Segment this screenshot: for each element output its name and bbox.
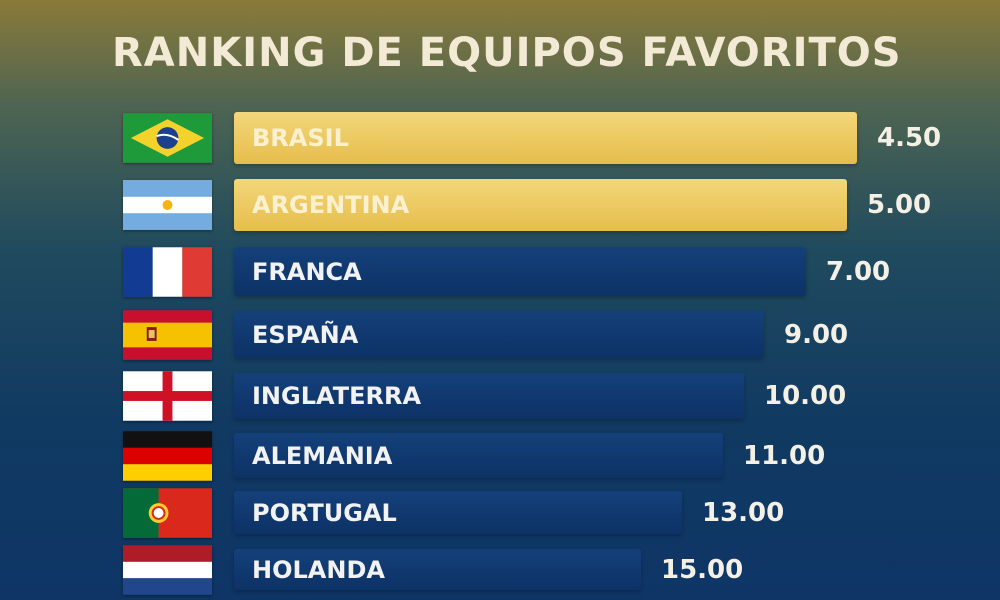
value-label: 15.00 [661,555,744,585]
germany-flag [123,431,212,481]
netherlands-flag [123,545,212,595]
value-label: 4.50 [877,123,942,153]
bar [234,247,806,296]
chart-title: RANKING DE EQUIPOS FAVORITOS [112,30,902,76]
bar-label: ALEMANIA [252,442,393,470]
bar-label: PORTUGAL [252,499,397,527]
portugal-flag [123,488,212,538]
value-label: 9.00 [784,320,849,350]
bar [234,311,764,358]
bar [234,433,723,478]
value-label: 13.00 [702,498,785,528]
england-flag [123,371,212,421]
chart-row-brasil: BRASIL 4.50 [0,112,1000,164]
value-label: 11.00 [743,441,826,471]
bar [234,491,682,534]
chart-row-franca: FRANCA 7.00 [0,247,1000,297]
chart-row-argentina: ARGENTINA 5.00 [0,179,1000,231]
bar [234,373,744,419]
france-flag [123,247,212,297]
brazil-flag [123,113,212,163]
bar-label: ARGENTINA [252,191,410,219]
bar-label: HOLANDA [252,556,385,584]
bar [234,179,847,231]
bar-label: ESPAÑA [252,321,359,349]
bar-label: INGLATERRA [252,382,422,410]
chart-row-holanda: HOLANDA 15.00 [0,545,1000,595]
value-label: 5.00 [867,190,932,220]
value-label: 7.00 [826,257,891,287]
bar-label: BRASIL [252,124,349,152]
chart-row-portugal: PORTUGAL 13.00 [0,488,1000,538]
bar [234,112,857,164]
value-label: 10.00 [764,381,847,411]
bar [234,549,641,590]
bar-label: FRANCA [252,258,362,286]
chart-row-alemania: ALEMANIA 11.00 [0,431,1000,481]
spain-flag [123,310,212,360]
argentina-flag [123,180,212,230]
chart-row-españa: ESPAÑA 9.00 [0,310,1000,360]
chart-row-inglaterra: INGLATERRA 10.00 [0,371,1000,421]
